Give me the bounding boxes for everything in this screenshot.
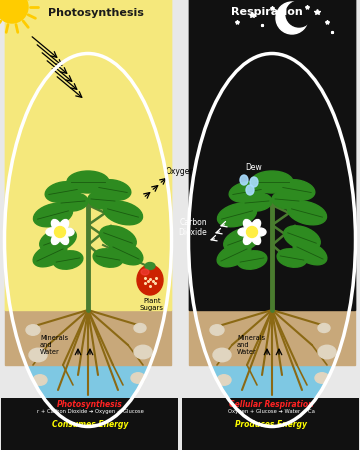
Text: Produces Energy: Produces Energy xyxy=(235,420,307,429)
Text: Photosynthesis: Photosynthesis xyxy=(48,8,144,18)
Ellipse shape xyxy=(213,348,231,362)
Ellipse shape xyxy=(141,269,149,275)
Ellipse shape xyxy=(217,203,257,227)
Text: Respiration: Respiration xyxy=(231,7,303,17)
Ellipse shape xyxy=(51,220,60,231)
Ellipse shape xyxy=(51,234,60,244)
Text: Minerals
and
Water: Minerals and Water xyxy=(40,335,68,355)
Text: Dew: Dew xyxy=(246,163,262,172)
Ellipse shape xyxy=(246,185,254,195)
Ellipse shape xyxy=(238,228,250,236)
Ellipse shape xyxy=(46,228,58,236)
Bar xyxy=(5,0,171,310)
Ellipse shape xyxy=(33,203,72,227)
Ellipse shape xyxy=(6,55,170,425)
Text: Plant
Sugars: Plant Sugars xyxy=(140,298,164,311)
Ellipse shape xyxy=(279,180,315,200)
Ellipse shape xyxy=(237,251,267,269)
Ellipse shape xyxy=(250,177,258,187)
Ellipse shape xyxy=(242,193,272,211)
Ellipse shape xyxy=(288,201,327,225)
Ellipse shape xyxy=(134,324,146,333)
Ellipse shape xyxy=(272,191,302,209)
Ellipse shape xyxy=(217,243,251,267)
Text: Oxygen: Oxygen xyxy=(166,167,195,176)
Bar xyxy=(189,310,355,365)
Text: Photosynthesis: Photosynthesis xyxy=(57,400,123,409)
Ellipse shape xyxy=(293,241,327,265)
Text: Minerals
and
Water: Minerals and Water xyxy=(237,335,265,355)
Ellipse shape xyxy=(33,243,67,267)
Ellipse shape xyxy=(224,228,260,252)
Ellipse shape xyxy=(251,234,261,244)
Ellipse shape xyxy=(6,55,170,425)
Ellipse shape xyxy=(318,345,336,359)
Circle shape xyxy=(286,1,312,27)
Ellipse shape xyxy=(229,182,265,202)
Ellipse shape xyxy=(315,373,329,383)
Bar xyxy=(1,398,178,450)
Ellipse shape xyxy=(67,171,109,193)
Ellipse shape xyxy=(217,375,231,385)
Ellipse shape xyxy=(59,234,69,244)
Bar xyxy=(189,0,355,310)
Ellipse shape xyxy=(62,228,74,236)
Bar xyxy=(182,398,359,450)
Bar xyxy=(5,310,171,365)
Ellipse shape xyxy=(277,249,307,267)
Ellipse shape xyxy=(45,182,81,202)
Ellipse shape xyxy=(284,226,320,250)
Ellipse shape xyxy=(190,55,354,425)
Ellipse shape xyxy=(109,241,143,265)
Circle shape xyxy=(247,226,257,238)
Ellipse shape xyxy=(254,228,266,236)
Ellipse shape xyxy=(6,55,170,425)
Ellipse shape xyxy=(145,262,155,270)
Ellipse shape xyxy=(243,220,253,231)
Ellipse shape xyxy=(131,373,145,383)
Ellipse shape xyxy=(26,325,40,335)
Ellipse shape xyxy=(134,345,152,359)
Ellipse shape xyxy=(103,201,143,225)
Ellipse shape xyxy=(243,234,253,244)
Text: Carbon
Dioxide: Carbon Dioxide xyxy=(178,218,207,238)
Ellipse shape xyxy=(88,191,118,209)
Ellipse shape xyxy=(318,324,330,333)
Ellipse shape xyxy=(53,251,83,269)
Ellipse shape xyxy=(240,175,248,185)
Text: Oxygen + Glucose ➔ Water + Ca: Oxygen + Glucose ➔ Water + Ca xyxy=(228,409,314,414)
Ellipse shape xyxy=(58,193,88,211)
Circle shape xyxy=(276,2,308,34)
Ellipse shape xyxy=(210,325,224,335)
Text: r + Carbon Dioxide ➔ Oxygen + Glucose: r + Carbon Dioxide ➔ Oxygen + Glucose xyxy=(37,409,143,414)
Ellipse shape xyxy=(95,180,131,200)
Ellipse shape xyxy=(190,55,354,425)
Text: Cellular Respiration: Cellular Respiration xyxy=(229,400,313,409)
Ellipse shape xyxy=(190,55,354,425)
Bar xyxy=(189,0,355,310)
Ellipse shape xyxy=(137,265,163,295)
Text: Consumes Energy: Consumes Energy xyxy=(52,420,128,429)
Ellipse shape xyxy=(251,220,261,231)
Ellipse shape xyxy=(100,226,136,250)
Bar xyxy=(5,0,171,310)
Circle shape xyxy=(54,226,66,238)
Circle shape xyxy=(0,0,28,23)
Ellipse shape xyxy=(251,171,293,193)
Ellipse shape xyxy=(33,375,47,385)
Ellipse shape xyxy=(40,228,76,252)
Ellipse shape xyxy=(29,348,47,362)
Ellipse shape xyxy=(93,249,123,267)
Ellipse shape xyxy=(59,220,69,231)
